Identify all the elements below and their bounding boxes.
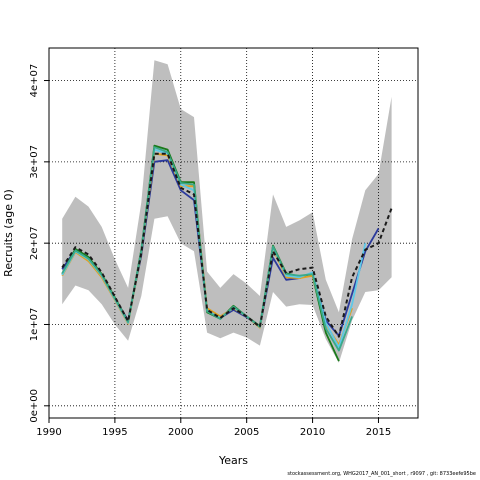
- y-tick-label: 1e+07: [29, 308, 40, 342]
- x-tick-label: 2000: [168, 427, 193, 438]
- x-tick-label: 2015: [366, 427, 391, 438]
- series-line-5: [61, 146, 353, 352]
- x-tick-label: 1990: [36, 427, 61, 438]
- series-line-6: [61, 152, 393, 338]
- y-tick-label: 2e+07: [29, 226, 40, 260]
- x-tick-label: 2005: [234, 427, 259, 438]
- y-tick-label: 4e+07: [29, 64, 40, 98]
- y-tick-label: 3e+07: [29, 145, 40, 179]
- footer-credit: stockassessment.org, WHG2017_AN_001_shor…: [287, 471, 476, 477]
- y-tick-label: 0e+00: [29, 389, 40, 423]
- x-axis-title: Years: [218, 454, 248, 467]
- confidence-band-layer: [62, 60, 392, 363]
- series-layer: [61, 144, 393, 362]
- x-axis: 1990 1995 2000 2005 2010 2015: [36, 418, 391, 438]
- y-axis: 0e+00 1e+07 2e+07 3e+07 4e+07: [29, 64, 49, 423]
- confidence-band: [62, 60, 392, 363]
- plot-frame: [48, 47, 419, 419]
- y-axis-title: Recruits (age 0): [2, 189, 15, 277]
- x-tick-label: 2010: [300, 427, 325, 438]
- x-tick-label: 1995: [102, 427, 127, 438]
